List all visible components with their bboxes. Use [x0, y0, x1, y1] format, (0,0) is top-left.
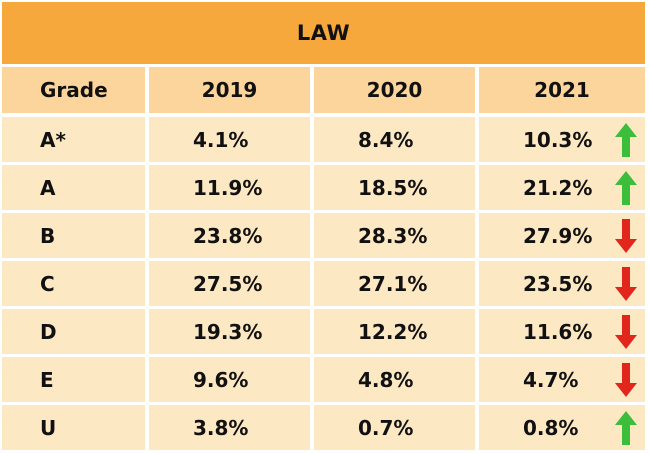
header-2019: 2019 [149, 67, 310, 113]
cell-grade: E [2, 357, 145, 402]
arrow-down-icon [615, 267, 637, 301]
cell-2020: 12.2% [314, 309, 475, 354]
grade-table: LAW Grade 2019 2020 2021 A* 4.1% 8.4% 10.3%… [2, 2, 645, 451]
table-title: LAW [2, 2, 645, 64]
cell-2019: 11.9% [149, 165, 310, 210]
cell-2020: 28.3% [314, 213, 475, 258]
cell-2020: 0.7% [314, 405, 475, 450]
cell-2019: 4.1% [149, 117, 310, 162]
cell-2021: 11.6% [479, 309, 645, 354]
header-2021: 2021 [479, 67, 645, 113]
cell-2019: 23.8% [149, 213, 310, 258]
cell-grade: B [2, 213, 145, 258]
cell-2021: 0.8% [479, 405, 645, 450]
cell-2020: 27.1% [314, 261, 475, 306]
cell-2021: 23.5% [479, 261, 645, 306]
arrow-down-icon [615, 363, 637, 397]
cell-2019: 3.8% [149, 405, 310, 450]
cell-2021: 21.2% [479, 165, 645, 210]
cell-grade: D [2, 309, 145, 354]
cell-2020: 8.4% [314, 117, 475, 162]
header-2020: 2020 [314, 67, 475, 113]
header-grade: Grade [2, 67, 145, 113]
cell-grade: A [2, 165, 145, 210]
arrow-down-icon [615, 219, 637, 253]
cell-2020: 18.5% [314, 165, 475, 210]
arrow-up-icon [615, 411, 637, 445]
cell-2019: 9.6% [149, 357, 310, 402]
cell-grade: C [2, 261, 145, 306]
cell-2021: 27.9% [479, 213, 645, 258]
cell-2020: 4.8% [314, 357, 475, 402]
cell-2019: 27.5% [149, 261, 310, 306]
arrow-up-icon [615, 171, 637, 205]
cell-2021: 10.3% [479, 117, 645, 162]
cell-grade: A* [2, 117, 145, 162]
cell-2019: 19.3% [149, 309, 310, 354]
cell-2021: 4.7% [479, 357, 645, 402]
arrow-up-icon [615, 123, 637, 157]
arrow-down-icon [615, 315, 637, 349]
cell-grade: U [2, 405, 145, 450]
